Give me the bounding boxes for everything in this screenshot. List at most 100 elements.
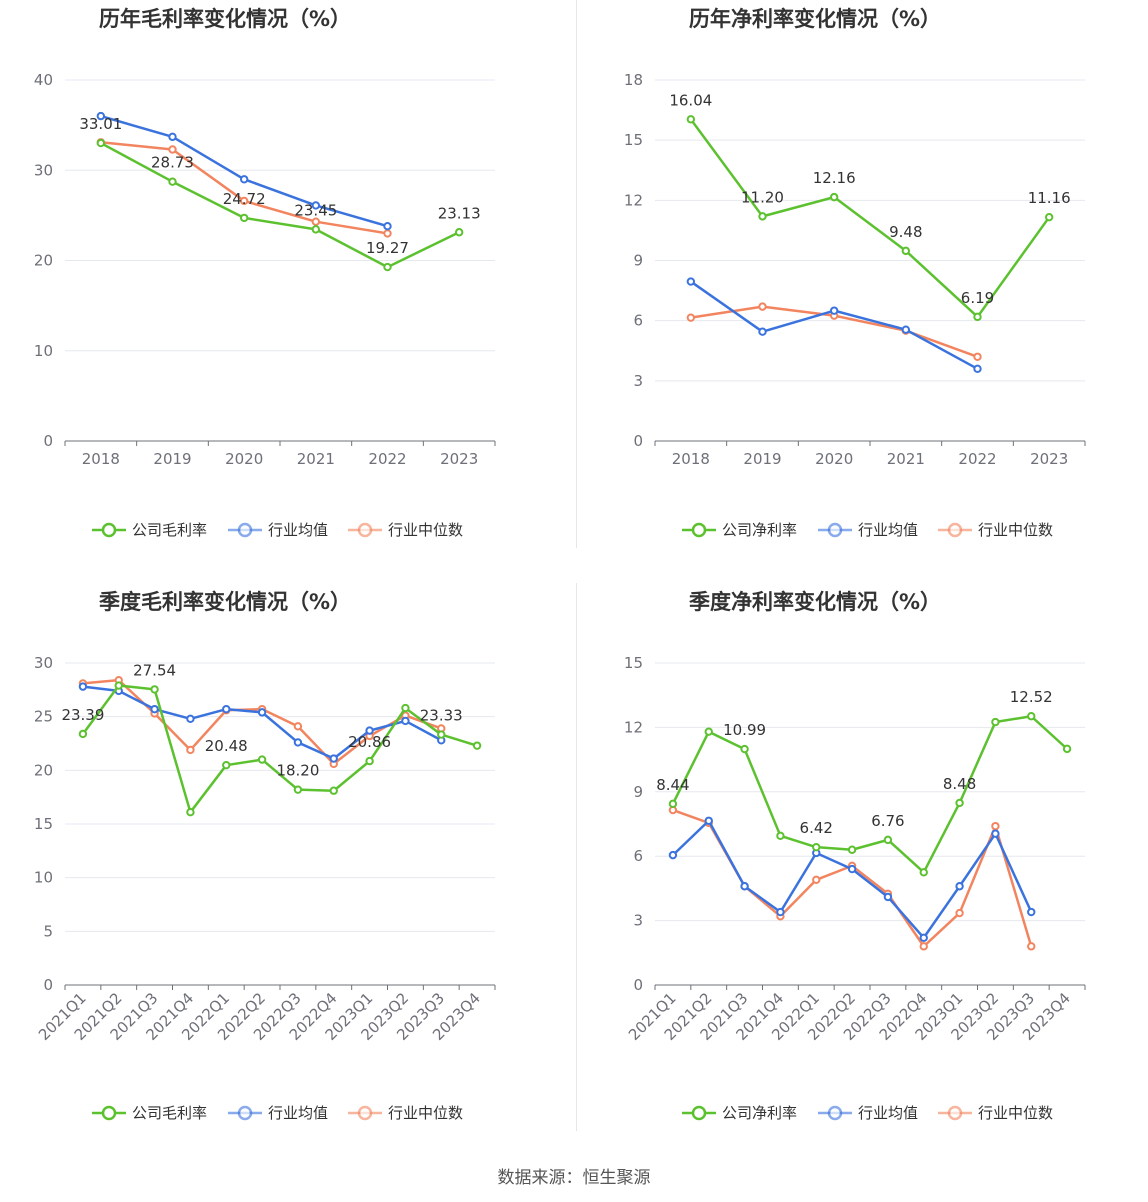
data-point[interactable] [329, 754, 338, 763]
data-point[interactable] [955, 798, 964, 808]
legend-label: 行业均值 [858, 1104, 918, 1122]
legend-label: 公司毛利率 [132, 521, 207, 539]
data-point[interactable] [186, 745, 195, 755]
data-label: 23.45 [294, 201, 337, 219]
series-industry-median [78, 675, 446, 769]
data-point[interactable] [704, 816, 713, 825]
data-point[interactable] [437, 730, 446, 739]
data-point[interactable] [1027, 712, 1036, 721]
data-point[interactable] [776, 907, 785, 917]
data-point[interactable] [758, 327, 767, 336]
data-point[interactable] [812, 875, 821, 885]
legend-item-industry-avg[interactable]: 行业均值 [228, 521, 328, 539]
data-point[interactable] [686, 277, 696, 286]
data-point[interactable] [222, 704, 231, 714]
data-point[interactable] [883, 892, 893, 902]
data-point[interactable] [668, 799, 678, 809]
data-point[interactable] [991, 717, 1000, 727]
data-point[interactable] [329, 786, 338, 795]
legend-item-company[interactable]: 公司净利率 [682, 521, 797, 539]
legend-item-company[interactable]: 公司净利率 [682, 1104, 797, 1122]
data-point[interactable] [740, 882, 749, 891]
data-point[interactable] [1044, 212, 1054, 222]
data-point[interactable] [293, 785, 303, 794]
data-point[interactable] [168, 177, 177, 186]
legend-item-industry-median[interactable]: 行业中位数 [938, 1104, 1053, 1122]
series-company [686, 115, 1054, 322]
data-point[interactable] [365, 726, 374, 735]
data-point[interactable] [96, 138, 106, 148]
legend-item-industry-median[interactable]: 行业中位数 [938, 521, 1053, 539]
data-point[interactable] [919, 868, 928, 877]
data-point[interactable] [401, 716, 410, 726]
data-label: 10.99 [723, 721, 766, 739]
legend-item-industry-avg[interactable]: 行业均值 [228, 1104, 328, 1122]
data-point[interactable] [758, 212, 767, 221]
legend-item-industry-avg[interactable]: 行业均值 [818, 1104, 918, 1122]
data-point[interactable] [78, 682, 88, 691]
data-point[interactable] [239, 213, 249, 223]
data-point[interactable] [847, 864, 857, 874]
data-point[interactable] [96, 111, 106, 121]
data-point[interactable] [150, 704, 159, 714]
data-point[interactable] [973, 364, 982, 373]
legend-item-industry-median[interactable]: 行业中位数 [348, 1104, 463, 1122]
data-point[interactable] [454, 228, 464, 237]
data-point[interactable] [829, 306, 839, 315]
data-point[interactable] [991, 829, 1000, 838]
data-point[interactable] [168, 132, 177, 142]
data-point[interactable] [973, 352, 982, 361]
legend-item-industry-avg[interactable]: 行业均值 [818, 521, 918, 539]
data-point[interactable] [186, 807, 195, 817]
data-point[interactable] [901, 325, 911, 334]
data-point[interactable] [383, 229, 392, 238]
data-point[interactable] [955, 908, 964, 918]
data-point[interactable] [973, 312, 982, 322]
data-point[interactable] [311, 201, 321, 210]
data-point[interactable] [1062, 744, 1072, 754]
legend-item-company[interactable]: 公司毛利率 [92, 1104, 207, 1122]
data-point[interactable] [401, 703, 410, 713]
data-point[interactable] [257, 755, 267, 764]
data-point[interactable] [383, 262, 392, 272]
data-point[interactable] [1027, 907, 1036, 917]
y-tick-label: 30 [34, 654, 53, 672]
data-point[interactable] [383, 222, 392, 231]
data-point[interactable] [239, 196, 249, 206]
data-point[interactable] [686, 115, 696, 124]
data-point[interactable] [257, 708, 267, 717]
annual-net-margin-chart: 历年净利率变化情况（%） 0 3 6 9 12 15 18 2018 2019 2020 2021 20… [600, 0, 1148, 580]
data-point[interactable] [78, 729, 88, 739]
data-point[interactable] [758, 302, 767, 311]
data-point[interactable] [239, 175, 249, 184]
data-point[interactable] [668, 850, 678, 860]
data-point[interactable] [847, 845, 857, 854]
data-point[interactable] [150, 685, 159, 694]
data-point[interactable] [919, 942, 928, 951]
data-point[interactable] [311, 225, 321, 234]
data-point[interactable] [829, 192, 839, 202]
data-point[interactable] [883, 835, 893, 845]
data-point[interactable] [186, 714, 195, 724]
legend-item-company[interactable]: 公司毛利率 [92, 521, 207, 539]
legend-item-industry-median[interactable]: 行业中位数 [348, 521, 463, 539]
data-point[interactable] [704, 727, 713, 736]
data-point[interactable] [776, 831, 785, 841]
y-tick-label: 6 [633, 847, 643, 865]
data-point[interactable] [991, 821, 1000, 831]
data-point[interactable] [686, 313, 696, 322]
data-point[interactable] [740, 744, 749, 754]
data-point[interactable] [114, 681, 123, 690]
data-point[interactable] [1027, 942, 1036, 951]
data-point[interactable] [168, 145, 177, 154]
data-point[interactable] [901, 246, 911, 256]
data-point[interactable] [812, 842, 821, 852]
data-point[interactable] [955, 882, 964, 891]
data-point[interactable] [919, 933, 928, 942]
data-point[interactable] [293, 722, 303, 731]
data-point[interactable] [311, 217, 321, 226]
data-point[interactable] [472, 741, 482, 750]
data-point[interactable] [365, 756, 374, 766]
data-point[interactable] [222, 760, 231, 770]
data-point[interactable] [293, 738, 303, 747]
